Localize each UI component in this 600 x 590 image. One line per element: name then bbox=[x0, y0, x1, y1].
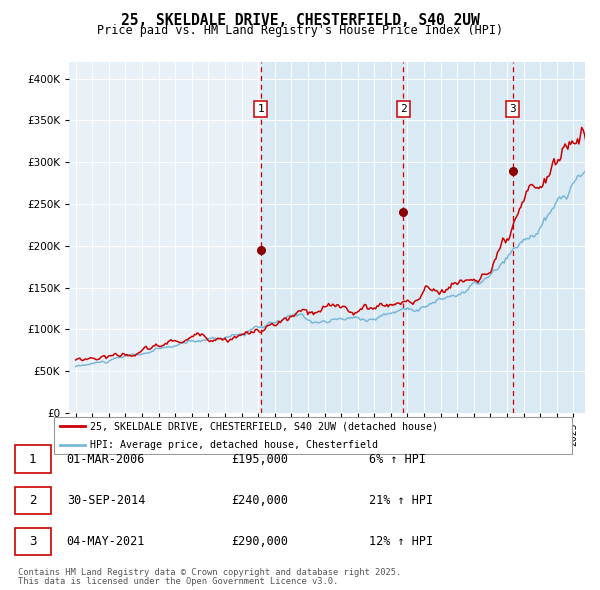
Text: 6% ↑ HPI: 6% ↑ HPI bbox=[369, 453, 426, 466]
Text: 3: 3 bbox=[509, 104, 516, 114]
Text: 2: 2 bbox=[400, 104, 407, 114]
FancyBboxPatch shape bbox=[15, 487, 50, 514]
Text: 04-MAY-2021: 04-MAY-2021 bbox=[67, 535, 145, 548]
Text: 21% ↑ HPI: 21% ↑ HPI bbox=[369, 494, 433, 507]
Text: 1: 1 bbox=[257, 104, 265, 114]
Text: 3: 3 bbox=[29, 535, 37, 548]
FancyBboxPatch shape bbox=[15, 445, 50, 473]
Text: Price paid vs. HM Land Registry's House Price Index (HPI): Price paid vs. HM Land Registry's House … bbox=[97, 24, 503, 37]
Bar bbox=[261, 62, 585, 413]
Text: Contains HM Land Registry data © Crown copyright and database right 2025.: Contains HM Land Registry data © Crown c… bbox=[18, 568, 401, 576]
Text: 01-MAR-2006: 01-MAR-2006 bbox=[67, 453, 145, 466]
Text: This data is licensed under the Open Government Licence v3.0.: This data is licensed under the Open Gov… bbox=[18, 577, 338, 586]
Text: 12% ↑ HPI: 12% ↑ HPI bbox=[369, 535, 433, 548]
Text: 1: 1 bbox=[29, 453, 37, 466]
Text: £195,000: £195,000 bbox=[231, 453, 288, 466]
Text: 30-SEP-2014: 30-SEP-2014 bbox=[67, 494, 145, 507]
Text: 25, SKELDALE DRIVE, CHESTERFIELD, S40 2UW: 25, SKELDALE DRIVE, CHESTERFIELD, S40 2U… bbox=[121, 13, 479, 28]
Text: £240,000: £240,000 bbox=[231, 494, 288, 507]
Text: 25, SKELDALE DRIVE, CHESTERFIELD, S40 2UW (detached house): 25, SKELDALE DRIVE, CHESTERFIELD, S40 2U… bbox=[91, 421, 439, 431]
FancyBboxPatch shape bbox=[15, 528, 50, 555]
Text: HPI: Average price, detached house, Chesterfield: HPI: Average price, detached house, Ches… bbox=[91, 440, 379, 450]
Text: 2: 2 bbox=[29, 494, 37, 507]
FancyBboxPatch shape bbox=[53, 417, 572, 454]
Text: £290,000: £290,000 bbox=[231, 535, 288, 548]
